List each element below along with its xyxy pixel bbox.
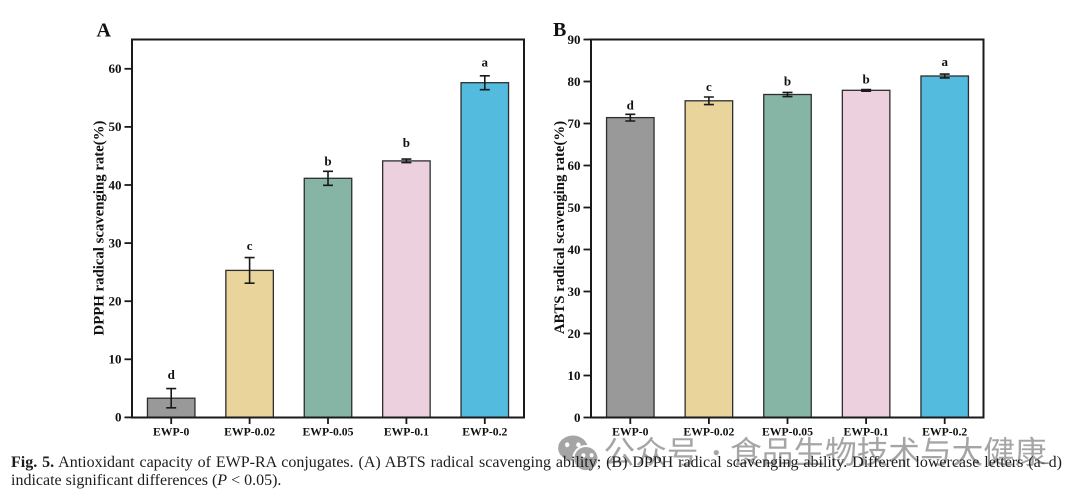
svg-text:20: 20 [109,294,122,309]
svg-text:DPPH radical scavenging rate(%: DPPH radical scavenging rate(%) [91,120,107,335]
svg-text:0: 0 [115,410,122,425]
svg-text:70: 70 [568,116,581,131]
svg-text:EWP-0.1: EWP-0.1 [844,426,889,439]
svg-text:10: 10 [109,352,122,367]
svg-text:0: 0 [574,410,581,425]
svg-text:d: d [627,98,635,113]
svg-text:EWP-0.1: EWP-0.1 [384,426,429,439]
svg-text:EWP-0.2: EWP-0.2 [462,426,507,439]
svg-text:EWP-0.02: EWP-0.02 [224,426,275,439]
svg-text:c: c [247,238,253,253]
svg-text:b: b [403,135,410,150]
svg-text:ABTS radical scavenging rate(%: ABTS radical scavenging rate(%) [552,121,568,334]
svg-text:60: 60 [109,61,122,76]
svg-text:EWP-0.05: EWP-0.05 [303,426,354,439]
svg-text:90: 90 [568,32,581,47]
svg-text:EWP-0: EWP-0 [612,426,649,439]
svg-text:c: c [706,79,712,94]
svg-text:EWP-0.02: EWP-0.02 [683,426,734,439]
svg-text:50: 50 [109,119,122,134]
svg-text:30: 30 [109,235,122,250]
svg-text:A: A [97,20,112,42]
svg-text:60: 60 [568,158,581,173]
svg-text:B: B [553,19,566,41]
svg-text:b: b [784,74,791,89]
svg-text:EWP-0: EWP-0 [153,426,190,439]
svg-text:EWP-0.2: EWP-0.2 [922,426,967,439]
svg-text:30: 30 [568,284,581,299]
svg-text:20: 20 [568,326,581,341]
svg-text:40: 40 [568,242,581,257]
svg-text:b: b [862,72,869,87]
svg-text:b: b [324,154,331,169]
svg-text:d: d [168,367,176,382]
svg-text:80: 80 [568,74,581,89]
svg-text:a: a [941,54,948,69]
svg-text:10: 10 [568,368,581,383]
svg-text:50: 50 [568,200,581,215]
svg-text:40: 40 [109,177,122,192]
svg-text:EWP-0.05: EWP-0.05 [762,426,813,439]
svg-text:a: a [482,55,489,70]
